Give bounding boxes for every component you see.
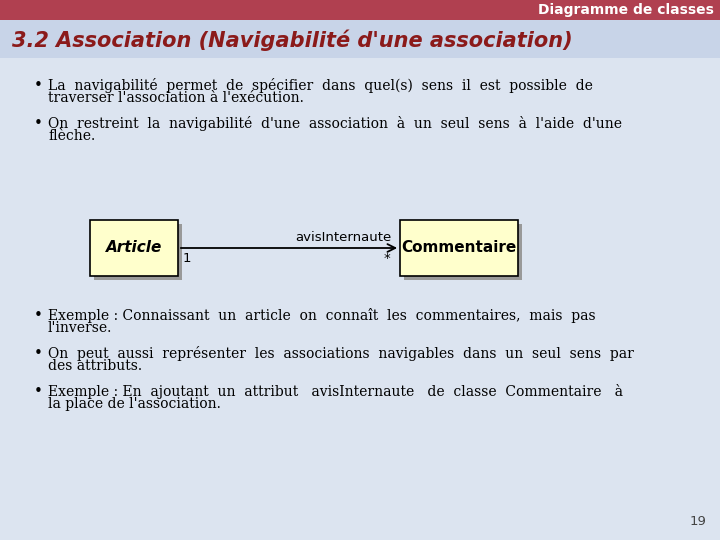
Text: On  peut  aussi  représenter  les  associations  navigables  dans  un  seul  sen: On peut aussi représenter les associatio… — [48, 346, 634, 361]
Text: des attributs.: des attributs. — [48, 359, 142, 373]
Text: Commentaire: Commentaire — [401, 240, 517, 255]
Bar — [400, 220, 518, 276]
Text: Article: Article — [106, 240, 162, 255]
Text: •: • — [34, 346, 43, 361]
Text: La  navigabilité  permet  de  spécifier  dans  quel(s)  sens  il  est  possible : La navigabilité permet de spécifier dans… — [48, 78, 593, 93]
Text: Exemple : Connaissant  un  article  on  connaît  les  commentaires,  mais  pas: Exemple : Connaissant un article on conn… — [48, 308, 595, 323]
Bar — [404, 224, 522, 280]
Text: 19: 19 — [689, 515, 706, 528]
Text: la place de l'association.: la place de l'association. — [48, 397, 221, 411]
Text: •: • — [34, 78, 43, 93]
Text: traverser l'association à l'exécution.: traverser l'association à l'exécution. — [48, 91, 304, 105]
Bar — [90, 220, 178, 276]
Text: •: • — [34, 384, 43, 399]
Bar — [0, 20, 720, 58]
Text: •: • — [34, 116, 43, 131]
Text: On  restreint  la  navigabilité  d'une  association  à  un  seul  sens  à  l'aid: On restreint la navigabilité d'une assoc… — [48, 116, 622, 131]
Text: avisInternaute: avisInternaute — [296, 231, 392, 244]
Text: •: • — [34, 308, 43, 323]
Text: *: * — [383, 252, 390, 265]
Text: flèche.: flèche. — [48, 129, 95, 143]
Text: Exemple : En  ajoutant  un  attribut   avisInternaute   de  classe  Commentaire : Exemple : En ajoutant un attribut avisIn… — [48, 384, 623, 399]
Bar — [0, 0, 720, 20]
Bar — [94, 224, 182, 280]
Text: l'inverse.: l'inverse. — [48, 321, 112, 335]
Text: 3.2 Association (Navigabilité d'une association): 3.2 Association (Navigabilité d'une asso… — [12, 29, 572, 51]
Text: 1: 1 — [183, 252, 192, 265]
Text: Diagramme de classes: Diagramme de classes — [538, 3, 714, 17]
